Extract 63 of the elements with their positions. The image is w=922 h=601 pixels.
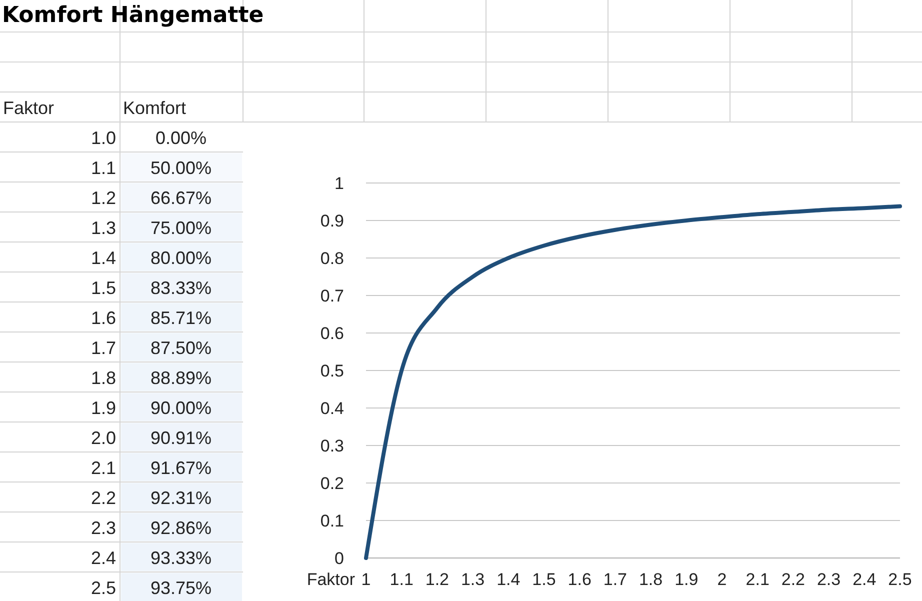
data-label: 90.91% bbox=[150, 428, 212, 448]
x-tick-label: 1.3 bbox=[460, 570, 485, 589]
y-tick-label: 1.7 bbox=[90, 338, 116, 358]
x-tick-label: 1.5 bbox=[532, 570, 556, 589]
line-series bbox=[364, 204, 902, 560]
data-label: 0.00% bbox=[155, 128, 207, 148]
data-label: 90.00% bbox=[150, 398, 212, 418]
x-tick-label: 2.3 bbox=[816, 570, 841, 589]
y-tick-label: 1.2 bbox=[90, 188, 116, 208]
y-tick-label: 0 bbox=[334, 548, 344, 568]
x-tick-label: 1.1 bbox=[390, 570, 414, 589]
x-tick-label: 2.1 bbox=[746, 570, 770, 589]
y-tick-label: 2.1 bbox=[90, 458, 116, 478]
y-tick-label: 1.6 bbox=[90, 308, 116, 328]
y-tick-label: 0.9 bbox=[320, 211, 344, 230]
data-label: 87.50% bbox=[150, 338, 212, 358]
x-tick-label: 1 bbox=[361, 570, 371, 589]
data-label: 93.33% bbox=[150, 548, 212, 568]
x-tick-label: 2.2 bbox=[781, 570, 806, 589]
y-tick-label: 0.1 bbox=[320, 511, 344, 530]
y-tick-label: 1.4 bbox=[90, 248, 116, 268]
x-tick-label: 2 bbox=[717, 570, 727, 589]
y-tick-label: 1.3 bbox=[90, 218, 116, 238]
x-axis-title: Faktor bbox=[306, 570, 356, 589]
y-tick-label: 1 bbox=[334, 174, 344, 193]
x-tick-label: 1.6 bbox=[568, 570, 592, 589]
y-tick-label: 2.0 bbox=[90, 428, 116, 448]
data-label: 91.67% bbox=[150, 458, 212, 478]
y-tick-label: 0.7 bbox=[320, 286, 344, 306]
y-tick-label: 0.4 bbox=[320, 398, 344, 418]
x-tick-label: 1.7 bbox=[603, 570, 628, 589]
y-tick-label: 1.8 bbox=[90, 368, 116, 388]
data-label: 92.31% bbox=[150, 488, 212, 508]
y-tick-label: 0.5 bbox=[320, 361, 344, 380]
y-tick-label: 1.9 bbox=[90, 398, 116, 418]
y-tick-label: 0.6 bbox=[320, 324, 344, 343]
x-tick-label: 1.2 bbox=[425, 570, 450, 589]
data-label: 80.00% bbox=[150, 248, 212, 268]
data-label: 92.86% bbox=[150, 518, 212, 538]
y-tick-label: 1.1 bbox=[90, 158, 116, 178]
x-tick-label: 2.5 bbox=[888, 570, 912, 589]
y-tick-label: 0.3 bbox=[320, 436, 344, 456]
x-tick-label: Komfort bbox=[123, 98, 186, 118]
data-label: 83.33% bbox=[150, 278, 212, 298]
data-label: 88.89% bbox=[150, 368, 212, 388]
y-axis-title: Faktor bbox=[3, 98, 54, 118]
data-label: 85.71% bbox=[150, 308, 212, 328]
y-tick-label: 1.5 bbox=[90, 278, 116, 298]
y-tick-label: 0.8 bbox=[320, 248, 344, 268]
data-label: 66.67% bbox=[150, 188, 212, 208]
x-tick-label: 2.4 bbox=[852, 570, 876, 589]
y-tick-label: 2.2 bbox=[90, 488, 116, 508]
y-tick-label: 0.2 bbox=[320, 474, 344, 493]
x-tick-label: 1.9 bbox=[674, 570, 698, 589]
x-tick-label: 1.8 bbox=[638, 570, 663, 589]
y-tick-label: 1.0 bbox=[90, 128, 116, 148]
y-tick-label: 2.4 bbox=[90, 548, 116, 568]
data-label: 93.75% bbox=[150, 578, 212, 598]
data-label: 50.00% bbox=[150, 158, 212, 178]
x-tick-label: 1.4 bbox=[496, 570, 520, 589]
data-label: 75.00% bbox=[150, 218, 212, 238]
chart-title: Komfort Hängematte bbox=[2, 3, 264, 28]
y-tick-label: 2.3 bbox=[90, 518, 116, 538]
